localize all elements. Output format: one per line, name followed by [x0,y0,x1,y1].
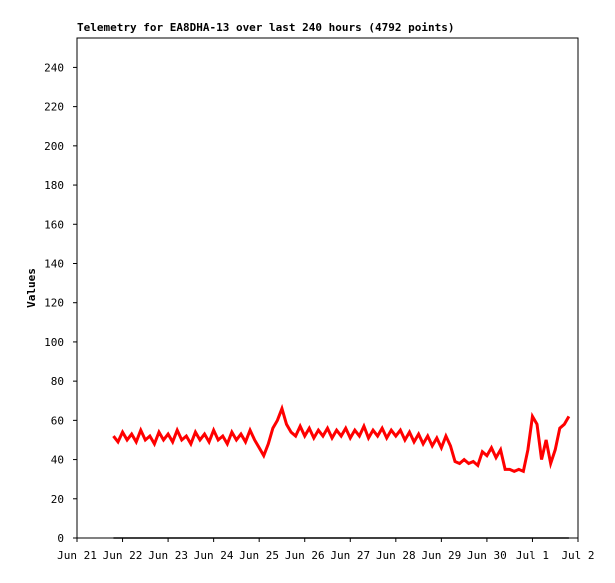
x-tick-label: Jun 29 [421,549,461,562]
x-tick-label: Jun 22 [103,549,143,562]
x-tick-label: Jun 26 [285,549,325,562]
y-tick-label: 200 [44,140,64,153]
y-tick-label: 120 [44,297,64,310]
y-tick-label: 80 [51,375,64,388]
x-tick-label: Jun 21 [57,549,97,562]
y-tick-label: 160 [44,218,64,231]
y-tick-label: 220 [44,101,64,114]
y-tick-label: 60 [51,414,64,427]
y-tick-label: 240 [44,61,64,74]
y-tick-label: 40 [51,454,64,467]
x-tick-label: Jun 30 [467,549,507,562]
x-tick-label: Jun 24 [194,549,234,562]
x-tick-label: Jun 25 [239,549,279,562]
chart-title: Telemetry for EA8DHA-13 over last 240 ho… [77,21,455,34]
y-tick-label: 140 [44,257,64,270]
x-tick-label: Jun 28 [376,549,416,562]
x-tick-label: Jun 27 [330,549,370,562]
y-tick-label: 100 [44,336,64,349]
x-tick-label: Jun 23 [148,549,188,562]
y-axis-label: Values [25,268,38,308]
y-tick-label: 0 [57,532,64,545]
series-line [112,403,571,474]
x-tick-label: Jul 1 [516,549,549,562]
y-tick-label: 180 [44,179,64,192]
y-tick-label: 20 [51,493,64,506]
x-tick-label: Jul 2 [561,549,594,562]
